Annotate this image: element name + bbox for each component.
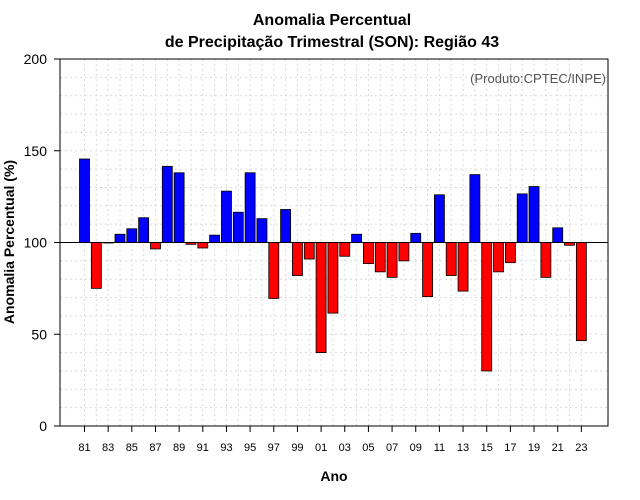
bar-85 [126, 228, 138, 243]
bar-94 [232, 211, 244, 243]
bar-10 [422, 242, 433, 298]
x-axis-label: Ano [320, 468, 347, 484]
x-tick-label: 91 [197, 442, 209, 454]
x-tick-label: 07 [386, 442, 398, 454]
grid-layer [60, 59, 608, 426]
bar-96 [256, 218, 268, 243]
x-tick-label: 97 [268, 442, 280, 454]
x-tick-label: 23 [575, 442, 587, 454]
x-tick-label: 83 [102, 442, 114, 454]
x-tick-label: 19 [528, 442, 540, 454]
chart-subtitle: de Precipitação Trimestral (SON): Região… [165, 34, 499, 51]
chart-title: Anomalia Percentual [253, 12, 411, 29]
bar-01 [315, 242, 327, 353]
x-tick-label: 09 [410, 442, 422, 454]
bar-99 [292, 242, 303, 276]
bar-19 [528, 186, 540, 243]
credit-label: (Produto:CPTEC/INPE) [470, 71, 606, 86]
bar-91 [197, 242, 209, 249]
bar-82 [90, 242, 102, 289]
bar-81 [79, 158, 90, 243]
bar-95 [244, 172, 256, 243]
bar-92 [209, 234, 221, 243]
bar-15 [481, 242, 493, 372]
bar-87 [150, 242, 161, 250]
x-tick-label: 17 [504, 442, 516, 454]
bar-08 [398, 242, 410, 262]
bar-07 [386, 242, 398, 278]
bar-04 [351, 233, 362, 243]
x-tick-label: 05 [362, 442, 374, 454]
x-tick-label: 93 [220, 442, 232, 454]
y-tick-label: 200 [24, 51, 48, 67]
bar-09 [410, 232, 422, 243]
bar-11 [433, 194, 445, 243]
x-tick-label: 99 [291, 442, 303, 454]
x-tick-label: 03 [339, 442, 351, 454]
x-tick-label: 85 [126, 442, 138, 454]
x-tick-label: 21 [552, 442, 564, 454]
y-axis-label: Anomalia Percentual (%) [1, 160, 17, 324]
bar-02 [327, 242, 339, 314]
y-tick-label: 100 [24, 235, 48, 251]
bar-23 [575, 242, 587, 342]
bar-93 [221, 190, 232, 243]
x-tick-label: 15 [481, 442, 493, 454]
x-tick-label: 95 [244, 442, 256, 454]
bars-layer [79, 158, 587, 372]
y-tick-label: 150 [24, 143, 48, 159]
bar-00 [303, 242, 315, 260]
x-tick-label: 01 [315, 442, 327, 454]
x-tick-label: 87 [149, 442, 161, 454]
bar-84 [114, 233, 126, 243]
bar-05 [363, 242, 374, 265]
x-tick-label: 11 [434, 442, 445, 454]
bar-21 [552, 227, 564, 243]
bar-89 [173, 172, 185, 243]
x-tick-label: 81 [78, 442, 90, 454]
bar-12 [445, 242, 457, 276]
bar-06 [374, 242, 386, 273]
bar-16 [493, 242, 504, 273]
bar-14 [469, 174, 481, 243]
bar-20 [540, 242, 552, 278]
y-tick-label: 50 [31, 326, 47, 342]
bar-03 [339, 242, 351, 257]
ticks-layer: 0 50 100 150 200 81 83 85 87 89 91 93 95 97 99 01 03 05 07… [24, 51, 588, 454]
bar-88 [161, 165, 173, 243]
bar-17 [504, 242, 516, 264]
bar-98 [280, 209, 292, 243]
bar-13 [457, 242, 469, 292]
bar-86 [138, 217, 150, 243]
bar-18 [516, 193, 528, 243]
bar-97 [268, 242, 280, 299]
y-tick-label: 0 [39, 418, 47, 434]
x-tick-label: 89 [173, 442, 185, 454]
x-tick-label: 13 [457, 442, 469, 454]
